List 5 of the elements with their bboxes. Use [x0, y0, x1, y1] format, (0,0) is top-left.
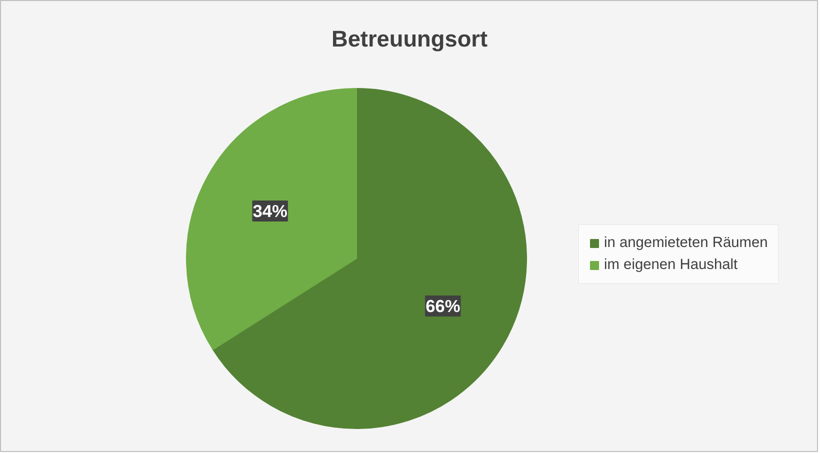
legend-label: in angemieteten Räumen: [604, 235, 768, 251]
legend-label: im eigenen Haushalt: [604, 257, 738, 273]
data-label: 34%: [252, 201, 288, 221]
chart-title: Betreuungsort: [331, 26, 488, 52]
data-label: 66%: [426, 296, 460, 316]
